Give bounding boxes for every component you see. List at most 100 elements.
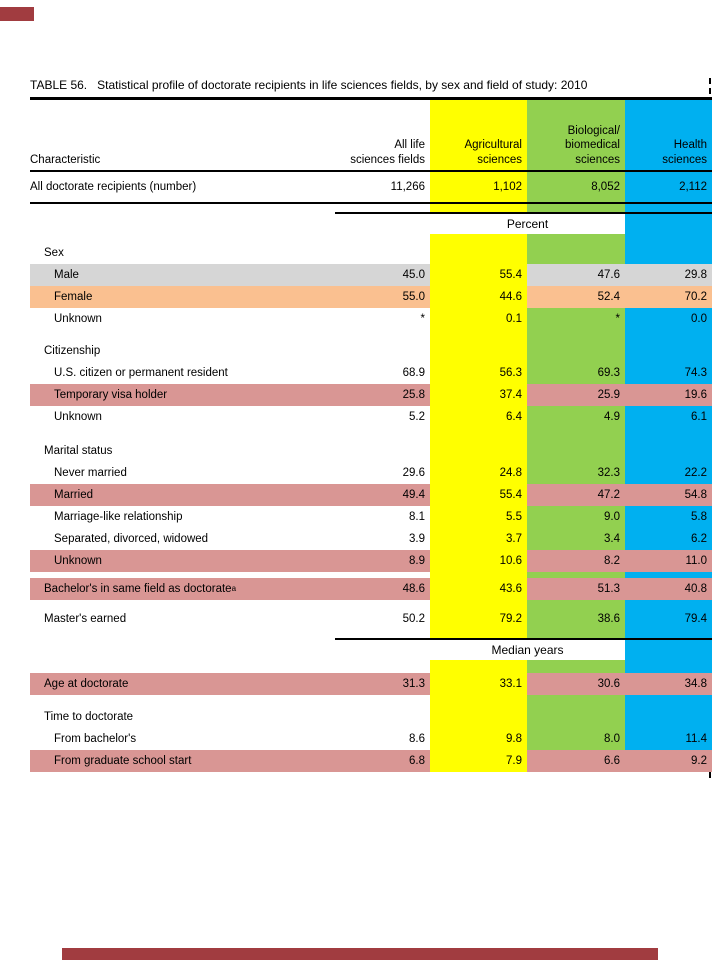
row-label: Unknown	[54, 313, 102, 325]
value: 9.0	[604, 511, 620, 523]
value-cell: 38.6	[527, 608, 625, 630]
table-row: Temporary visa holder 25.8 37.4 25.9 19.6	[30, 384, 712, 406]
band-row: Percent	[30, 212, 712, 234]
value: 25.9	[597, 389, 620, 401]
row-label: Sex	[44, 247, 64, 259]
row-label: U.S. citizen or permanent resident	[54, 367, 228, 379]
value-cell: 25.8	[335, 384, 430, 406]
table-header-row: Characteristic All life sciences fields …	[30, 100, 712, 172]
value-cell: 34.8	[625, 673, 712, 695]
row-label: Married	[54, 489, 93, 501]
group-row: Citizenship	[30, 340, 712, 362]
characteristic-cell: Never married	[30, 462, 335, 484]
value-cell	[527, 706, 625, 728]
table-row: Separated, divorced, widowed 3.9 3.7 3.4 6.2	[30, 528, 712, 550]
value: 55.4	[499, 269, 522, 281]
characteristic-cell: Citizenship	[30, 340, 335, 362]
value-cell: 56.3	[430, 362, 527, 384]
value: 22.2	[684, 467, 707, 479]
value-cell	[335, 695, 430, 706]
row-label: Temporary visa holder	[54, 389, 168, 401]
value: 33.1	[499, 678, 522, 690]
value-cell	[527, 440, 625, 462]
value-cell: 29.6	[335, 462, 430, 484]
value-cell	[527, 340, 625, 362]
row-label: Female	[54, 291, 93, 303]
value: 40.8	[684, 583, 707, 595]
characteristic-cell	[30, 212, 335, 234]
value-cell	[625, 706, 712, 728]
value: 55.0	[402, 291, 425, 303]
value-cell: 50.2	[335, 608, 430, 630]
value-cell: 70.2	[625, 286, 712, 308]
group-row: Marital status	[30, 440, 712, 462]
row-label: All doctorate recipients (number)	[30, 181, 197, 193]
spacer-row	[30, 428, 712, 440]
value-cell	[335, 630, 430, 638]
characteristic-cell: Unknown	[30, 550, 335, 572]
value: 48.6	[402, 583, 425, 595]
value-cell	[527, 600, 625, 608]
characteristic-cell: Married	[30, 484, 335, 506]
value: 10.6	[499, 555, 522, 567]
table-row: From bachelor's 8.6 9.8 8.0 11.4	[30, 728, 712, 750]
value: 8,052	[591, 181, 620, 193]
table-row: Marriage-like relationship 8.1 5.5 9.0 5.8	[30, 506, 712, 528]
value-cell: 33.1	[430, 673, 527, 695]
value-cell	[527, 242, 625, 264]
value-cell: 74.3	[625, 362, 712, 384]
value-cell: 5.8	[625, 506, 712, 528]
value-cell: 6.4	[430, 406, 527, 428]
value-cell	[335, 660, 430, 673]
value: 43.6	[499, 583, 522, 595]
table-row: Unknown 8.9 10.6 8.2 11.0	[30, 550, 712, 572]
value-cell	[430, 204, 527, 212]
table-row: Married 49.4 55.4 47.2 54.8	[30, 484, 712, 506]
value: 37.4	[499, 389, 522, 401]
value: 47.6	[597, 269, 620, 281]
value: 79.4	[684, 613, 707, 625]
value-cell	[527, 695, 625, 706]
value-cell	[527, 428, 625, 440]
value-cell	[430, 234, 527, 242]
row-label: Bachelor's in same field as doctorate	[44, 583, 232, 595]
band-row: Median years	[30, 638, 712, 660]
characteristic-cell: Male	[30, 264, 335, 286]
characteristic-cell	[30, 695, 335, 706]
characteristic-cell: Age at doctorate	[30, 673, 335, 695]
value-cell: 6.8	[335, 750, 430, 772]
value-cell	[625, 600, 712, 608]
value-cell	[430, 660, 527, 673]
value-cell	[625, 695, 712, 706]
value-cell	[335, 204, 430, 212]
value-cell	[335, 340, 430, 362]
value-cell	[625, 330, 712, 340]
value-cell	[430, 572, 527, 578]
value-cell	[430, 630, 527, 638]
spacer-row	[30, 600, 712, 608]
characteristic-cell: All doctorate recipients (number)	[30, 172, 335, 202]
value-cell	[527, 234, 625, 242]
value: 51.3	[597, 583, 620, 595]
value-cell: 8,052	[527, 172, 625, 202]
value-cell	[335, 440, 430, 462]
value: 5.5	[506, 511, 522, 523]
value-cell: 11.4	[625, 728, 712, 750]
group-row: Time to doctorate	[30, 706, 712, 728]
value-cell	[625, 638, 712, 660]
table-body: All doctorate recipients (number) 11,266 1…	[30, 172, 712, 772]
value-cell: 11,266	[335, 172, 430, 202]
value-cell: 10.6	[430, 550, 527, 572]
band-label: Median years	[430, 640, 625, 660]
characteristic-cell: Marriage-like relationship	[30, 506, 335, 528]
value-cell: 8.2	[527, 550, 625, 572]
value: 3.4	[604, 533, 620, 545]
row-label: Age at doctorate	[44, 678, 129, 690]
value-cell	[625, 428, 712, 440]
value-cell: 52.4	[527, 286, 625, 308]
value: 68.9	[402, 367, 425, 379]
value-cell: 9.0	[527, 506, 625, 528]
row-label: From graduate school start	[54, 755, 192, 767]
characteristic-cell	[30, 600, 335, 608]
